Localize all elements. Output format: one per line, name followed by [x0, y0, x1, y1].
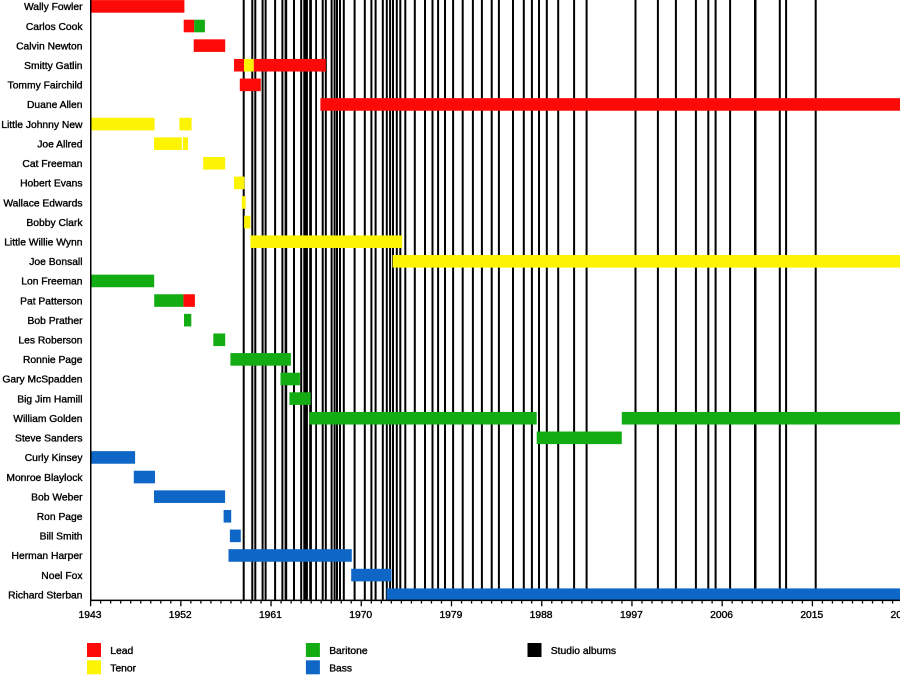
svg-text:2024: 2024 — [891, 610, 900, 621]
svg-text:Wallace Edwards: Wallace Edwards — [3, 198, 82, 209]
svg-text:Tommy Fairchild: Tommy Fairchild — [8, 81, 83, 92]
svg-text:1943: 1943 — [79, 610, 102, 621]
svg-text:Richard Sterban: Richard Sterban — [8, 590, 83, 601]
svg-text:Bob Weber: Bob Weber — [31, 492, 83, 503]
svg-text:Joe Allred: Joe Allred — [37, 139, 82, 150]
svg-text:William Golden: William Golden — [13, 414, 83, 425]
svg-text:Big Jim Hamill: Big Jim Hamill — [17, 394, 82, 405]
svg-text:Noel Fox: Noel Fox — [41, 571, 83, 582]
svg-text:Hobert Evans: Hobert Evans — [20, 179, 82, 190]
svg-text:1952: 1952 — [169, 610, 192, 621]
svg-text:Herman Harper: Herman Harper — [12, 551, 84, 562]
svg-text:Calvin Newton: Calvin Newton — [16, 41, 83, 52]
svg-text:1997: 1997 — [620, 610, 643, 621]
svg-text:Ron Page: Ron Page — [37, 512, 83, 523]
svg-text:Bob Prather: Bob Prather — [28, 316, 84, 327]
svg-text:1970: 1970 — [349, 610, 372, 621]
svg-text:Little Johnny New: Little Johnny New — [1, 120, 83, 131]
svg-text:Lon Freeman: Lon Freeman — [21, 277, 83, 288]
svg-text:Monroe Blaylock: Monroe Blaylock — [6, 473, 83, 484]
svg-text:2015: 2015 — [800, 610, 823, 621]
svg-text:Bill Smith: Bill Smith — [40, 532, 83, 543]
svg-text:Baritone: Baritone — [329, 646, 368, 657]
svg-text:Little Willie Wynn: Little Willie Wynn — [4, 237, 83, 248]
svg-text:1988: 1988 — [530, 610, 553, 621]
svg-text:2006: 2006 — [710, 610, 733, 621]
svg-text:Steve Sanders: Steve Sanders — [15, 434, 83, 445]
svg-text:Pat Patterson: Pat Patterson — [20, 296, 83, 307]
svg-text:Ronnie Page: Ronnie Page — [23, 355, 83, 366]
svg-text:Duane Allen: Duane Allen — [27, 100, 83, 111]
svg-text:Les Roberson: Les Roberson — [18, 336, 82, 347]
svg-text:Bobby Clark: Bobby Clark — [26, 218, 83, 229]
svg-text:Tenor: Tenor — [110, 663, 136, 674]
svg-text:Gary McSpadden: Gary McSpadden — [2, 375, 82, 386]
svg-text:Cat Freeman: Cat Freeman — [22, 159, 82, 170]
svg-text:Smitty Gatlin: Smitty Gatlin — [24, 61, 83, 72]
svg-text:Bass: Bass — [329, 663, 352, 674]
svg-text:Carlos Cook: Carlos Cook — [26, 22, 84, 33]
svg-text:1961: 1961 — [259, 610, 282, 621]
svg-text:1979: 1979 — [439, 610, 462, 621]
svg-text:Wally Fowler: Wally Fowler — [24, 2, 83, 13]
svg-text:Lead: Lead — [110, 646, 133, 657]
svg-text:Joe Bonsall: Joe Bonsall — [29, 257, 82, 268]
svg-text:Studio albums: Studio albums — [551, 646, 616, 657]
svg-text:Curly Kinsey: Curly Kinsey — [25, 453, 84, 464]
